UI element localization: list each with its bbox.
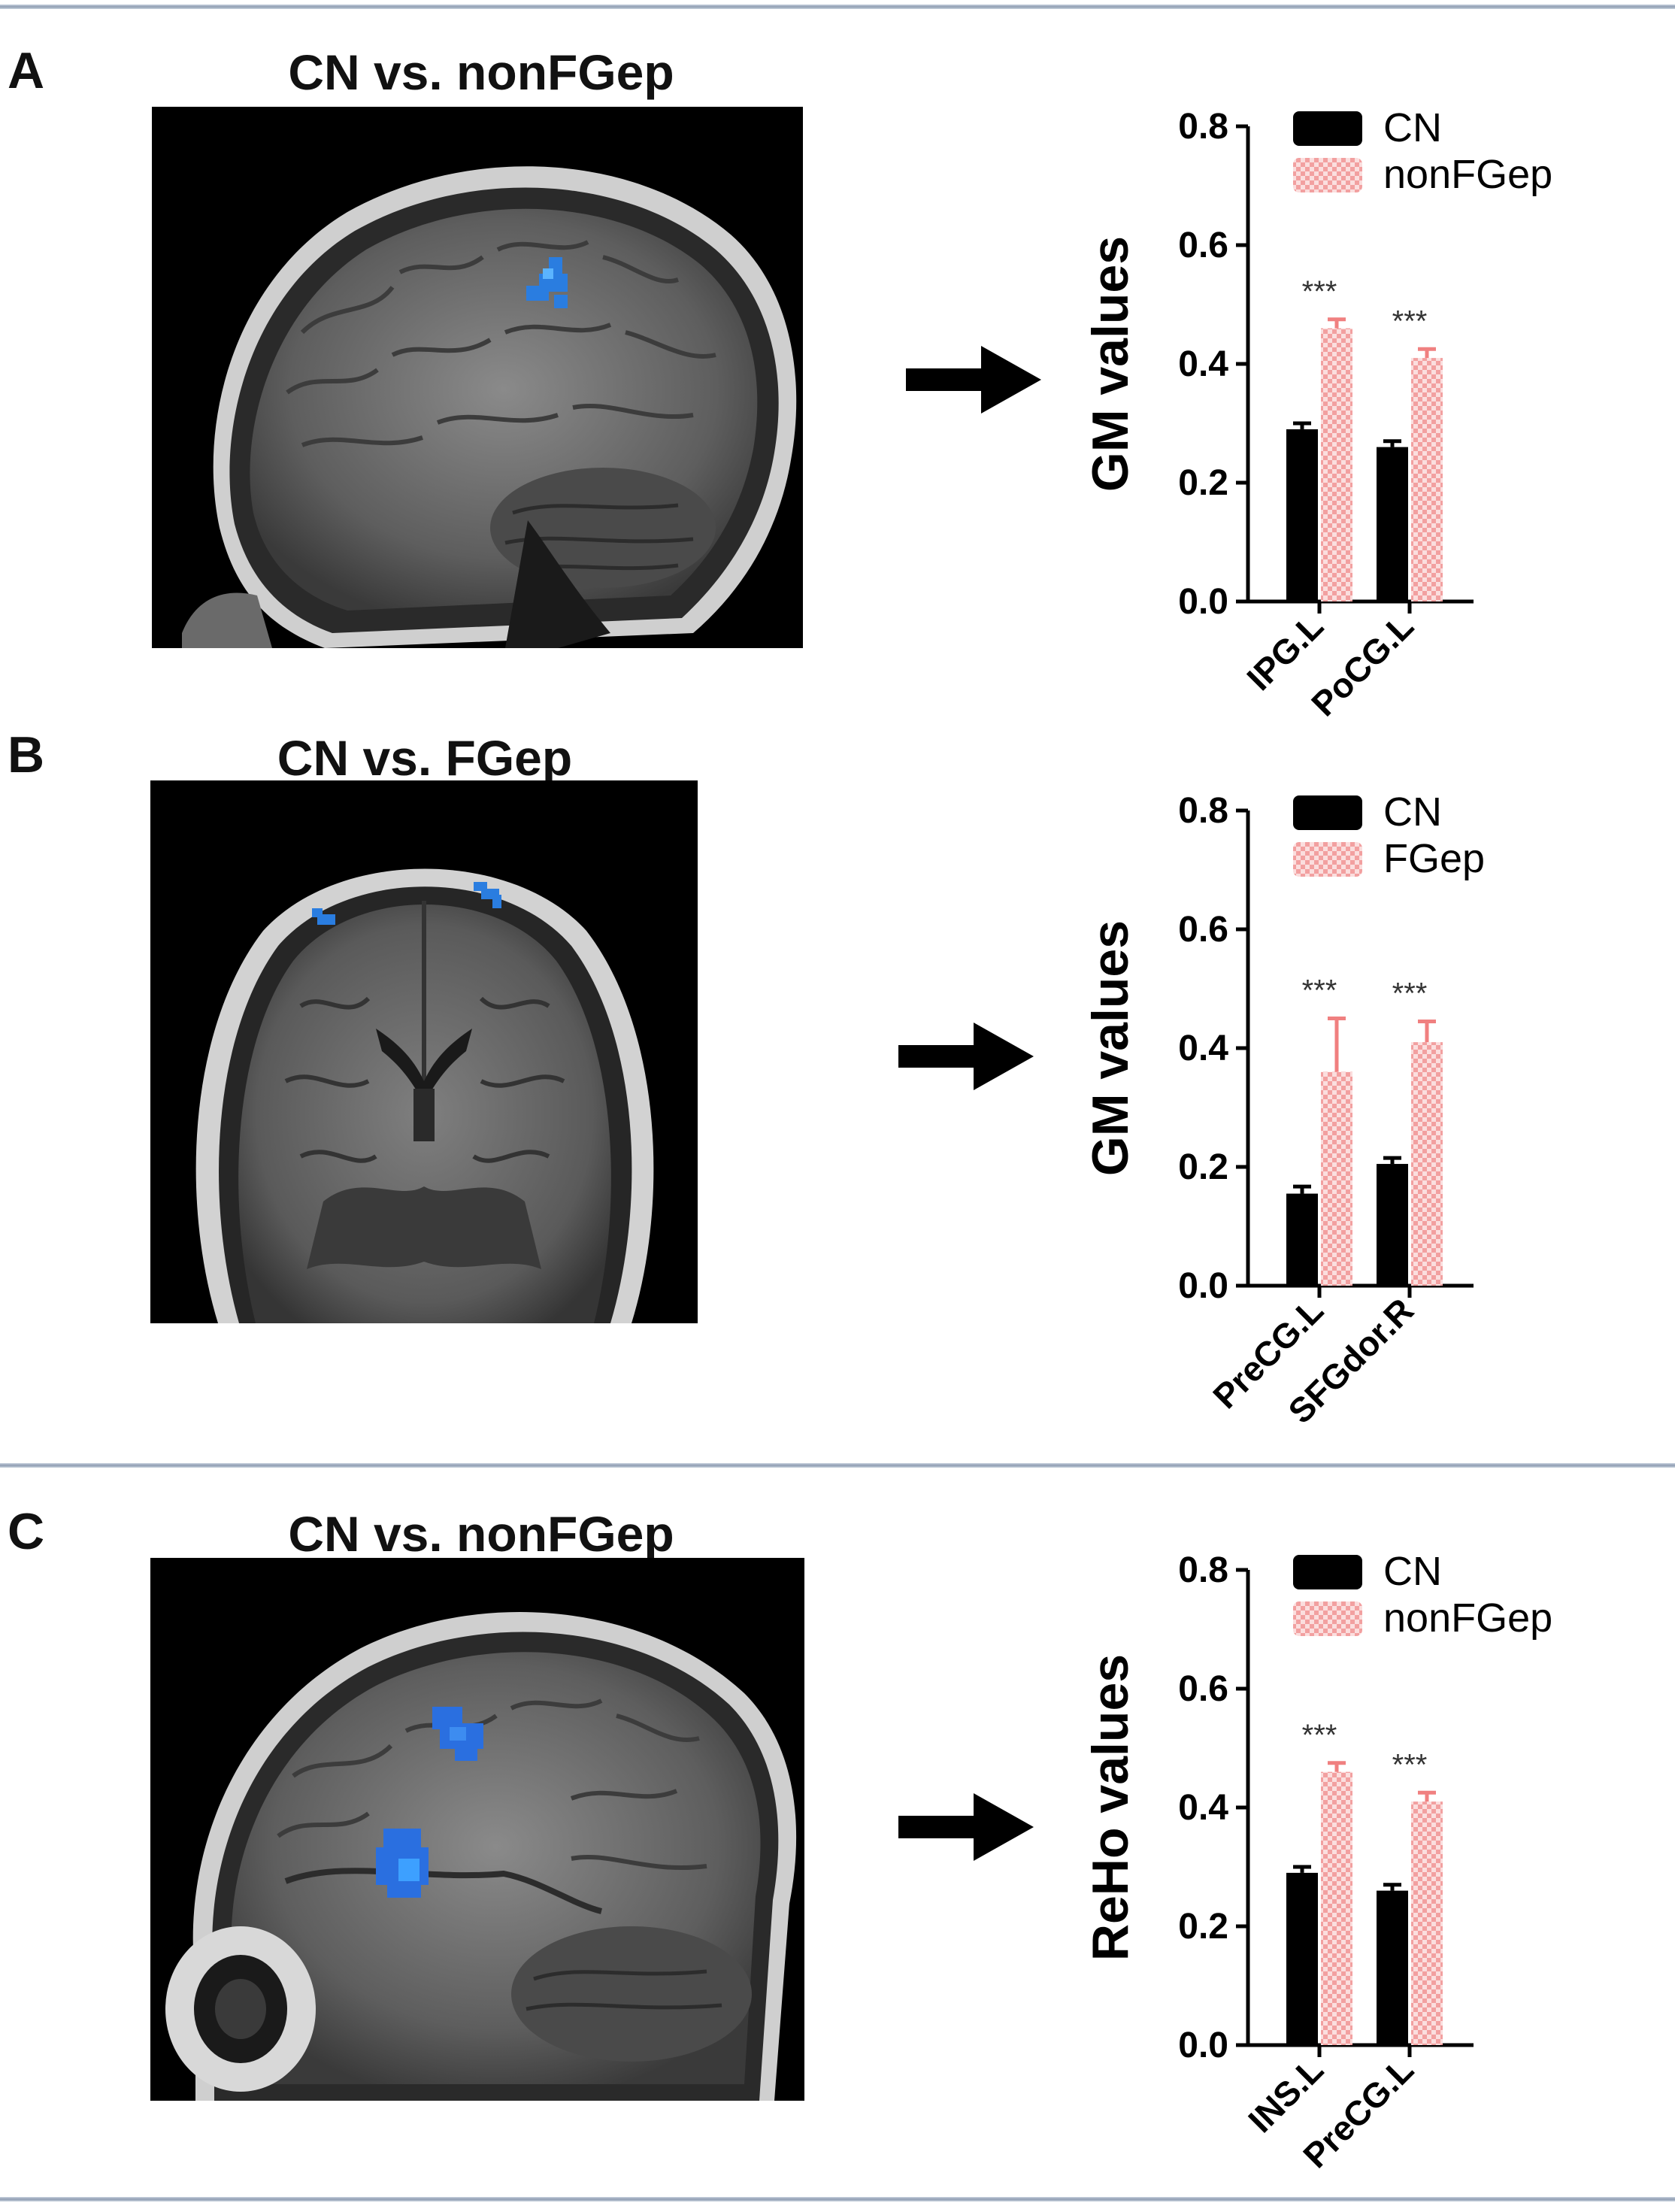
legend-label: nonFGep: [1383, 152, 1552, 197]
y-tick-label: 0.6: [1178, 226, 1228, 265]
y-tick-label: 0.0: [1178, 1266, 1228, 1306]
significance-marker: ***: [1392, 1748, 1428, 1781]
significance-marker: ***: [1302, 275, 1337, 308]
y-tick-label: 0.4: [1178, 1029, 1228, 1068]
bar-patient: [1411, 1801, 1443, 2045]
right-arrow-icon: [898, 1023, 1034, 1090]
bar-cn: [1286, 429, 1318, 601]
legend-swatch-cn: [1293, 111, 1362, 146]
y-tick-label: 0.8: [1178, 107, 1228, 147]
bar-patient: [1411, 1042, 1443, 1286]
legend-label: CN: [1383, 105, 1442, 150]
right-arrow-icon: [906, 346, 1041, 414]
middle-separator: [0, 1463, 1675, 1468]
x-tick-label: PoCG.L: [1304, 606, 1421, 723]
y-tick-label: 0.8: [1178, 1550, 1228, 1590]
bar-cn: [1377, 1890, 1408, 2045]
legend-label: CN: [1383, 789, 1442, 835]
y-axis-label: GM values: [1082, 920, 1139, 1176]
bar-patient: [1321, 1071, 1352, 1286]
bar-patient: [1411, 358, 1443, 601]
bar-cn: [1286, 1872, 1318, 2045]
sagittal-mri-brain-icon: [150, 1558, 804, 2101]
panel-letter-b: B: [8, 726, 45, 783]
legend-swatch-patient: [1293, 158, 1362, 192]
y-tick-label: 0.4: [1178, 344, 1228, 384]
bar-cn: [1377, 447, 1408, 601]
sagittal-mri-brain-icon: [152, 107, 803, 648]
legend-label: CN: [1383, 1549, 1442, 1594]
top-separator: [0, 5, 1675, 9]
panel-letter-a: A: [8, 42, 45, 99]
legend-swatch-cn: [1293, 795, 1362, 830]
y-tick-label: 0.2: [1178, 1907, 1228, 1947]
bottom-separator: [0, 2197, 1675, 2201]
bar-patient: [1321, 328, 1352, 601]
significance-marker: ***: [1392, 305, 1428, 338]
bar-cn: [1377, 1164, 1408, 1286]
panel-letter-c: C: [8, 1503, 45, 1560]
bar-chart-a: 0.00.20.40.60.8GM values ***IPG.L***PoCG.…: [1082, 105, 1552, 723]
y-tick-label: 0.0: [1178, 2026, 1228, 2065]
legend-swatch-patient: [1293, 1601, 1362, 1636]
right-arrow-icon: [898, 1793, 1034, 1861]
significance-marker: ***: [1302, 974, 1337, 1008]
y-tick-label: 0.0: [1178, 582, 1228, 622]
y-tick-label: 0.2: [1178, 1147, 1228, 1187]
bar-patient: [1321, 1771, 1352, 2045]
legend-label: FGep: [1383, 836, 1485, 881]
legend-swatch-cn: [1293, 1555, 1362, 1589]
bar-cn: [1286, 1193, 1318, 1286]
significance-marker: ***: [1302, 1719, 1337, 1752]
bar-chart-b: 0.00.20.40.60.8GM values ***PreCG.L***SFG…: [1082, 789, 1485, 1431]
y-tick-label: 0.4: [1178, 1788, 1228, 1828]
legend-label: nonFGep: [1383, 1595, 1552, 1641]
panel-title-c: CN vs. nonFGep: [288, 1506, 674, 1562]
coronal-mri-brain-icon: [150, 780, 698, 1323]
significance-marker: ***: [1392, 977, 1428, 1010]
y-tick-label: 0.8: [1178, 791, 1228, 831]
y-tick-label: 0.6: [1178, 1669, 1228, 1709]
panel-title-b: CN vs. FGep: [277, 730, 573, 786]
legend-swatch-patient: [1293, 842, 1362, 877]
y-axis-label: GM values: [1082, 236, 1139, 492]
y-tick-label: 0.2: [1178, 463, 1228, 503]
y-axis-label: ReHo values: [1082, 1654, 1139, 1961]
panel-title-a: CN vs. nonFGep: [288, 44, 674, 100]
y-tick-label: 0.6: [1178, 910, 1228, 950]
